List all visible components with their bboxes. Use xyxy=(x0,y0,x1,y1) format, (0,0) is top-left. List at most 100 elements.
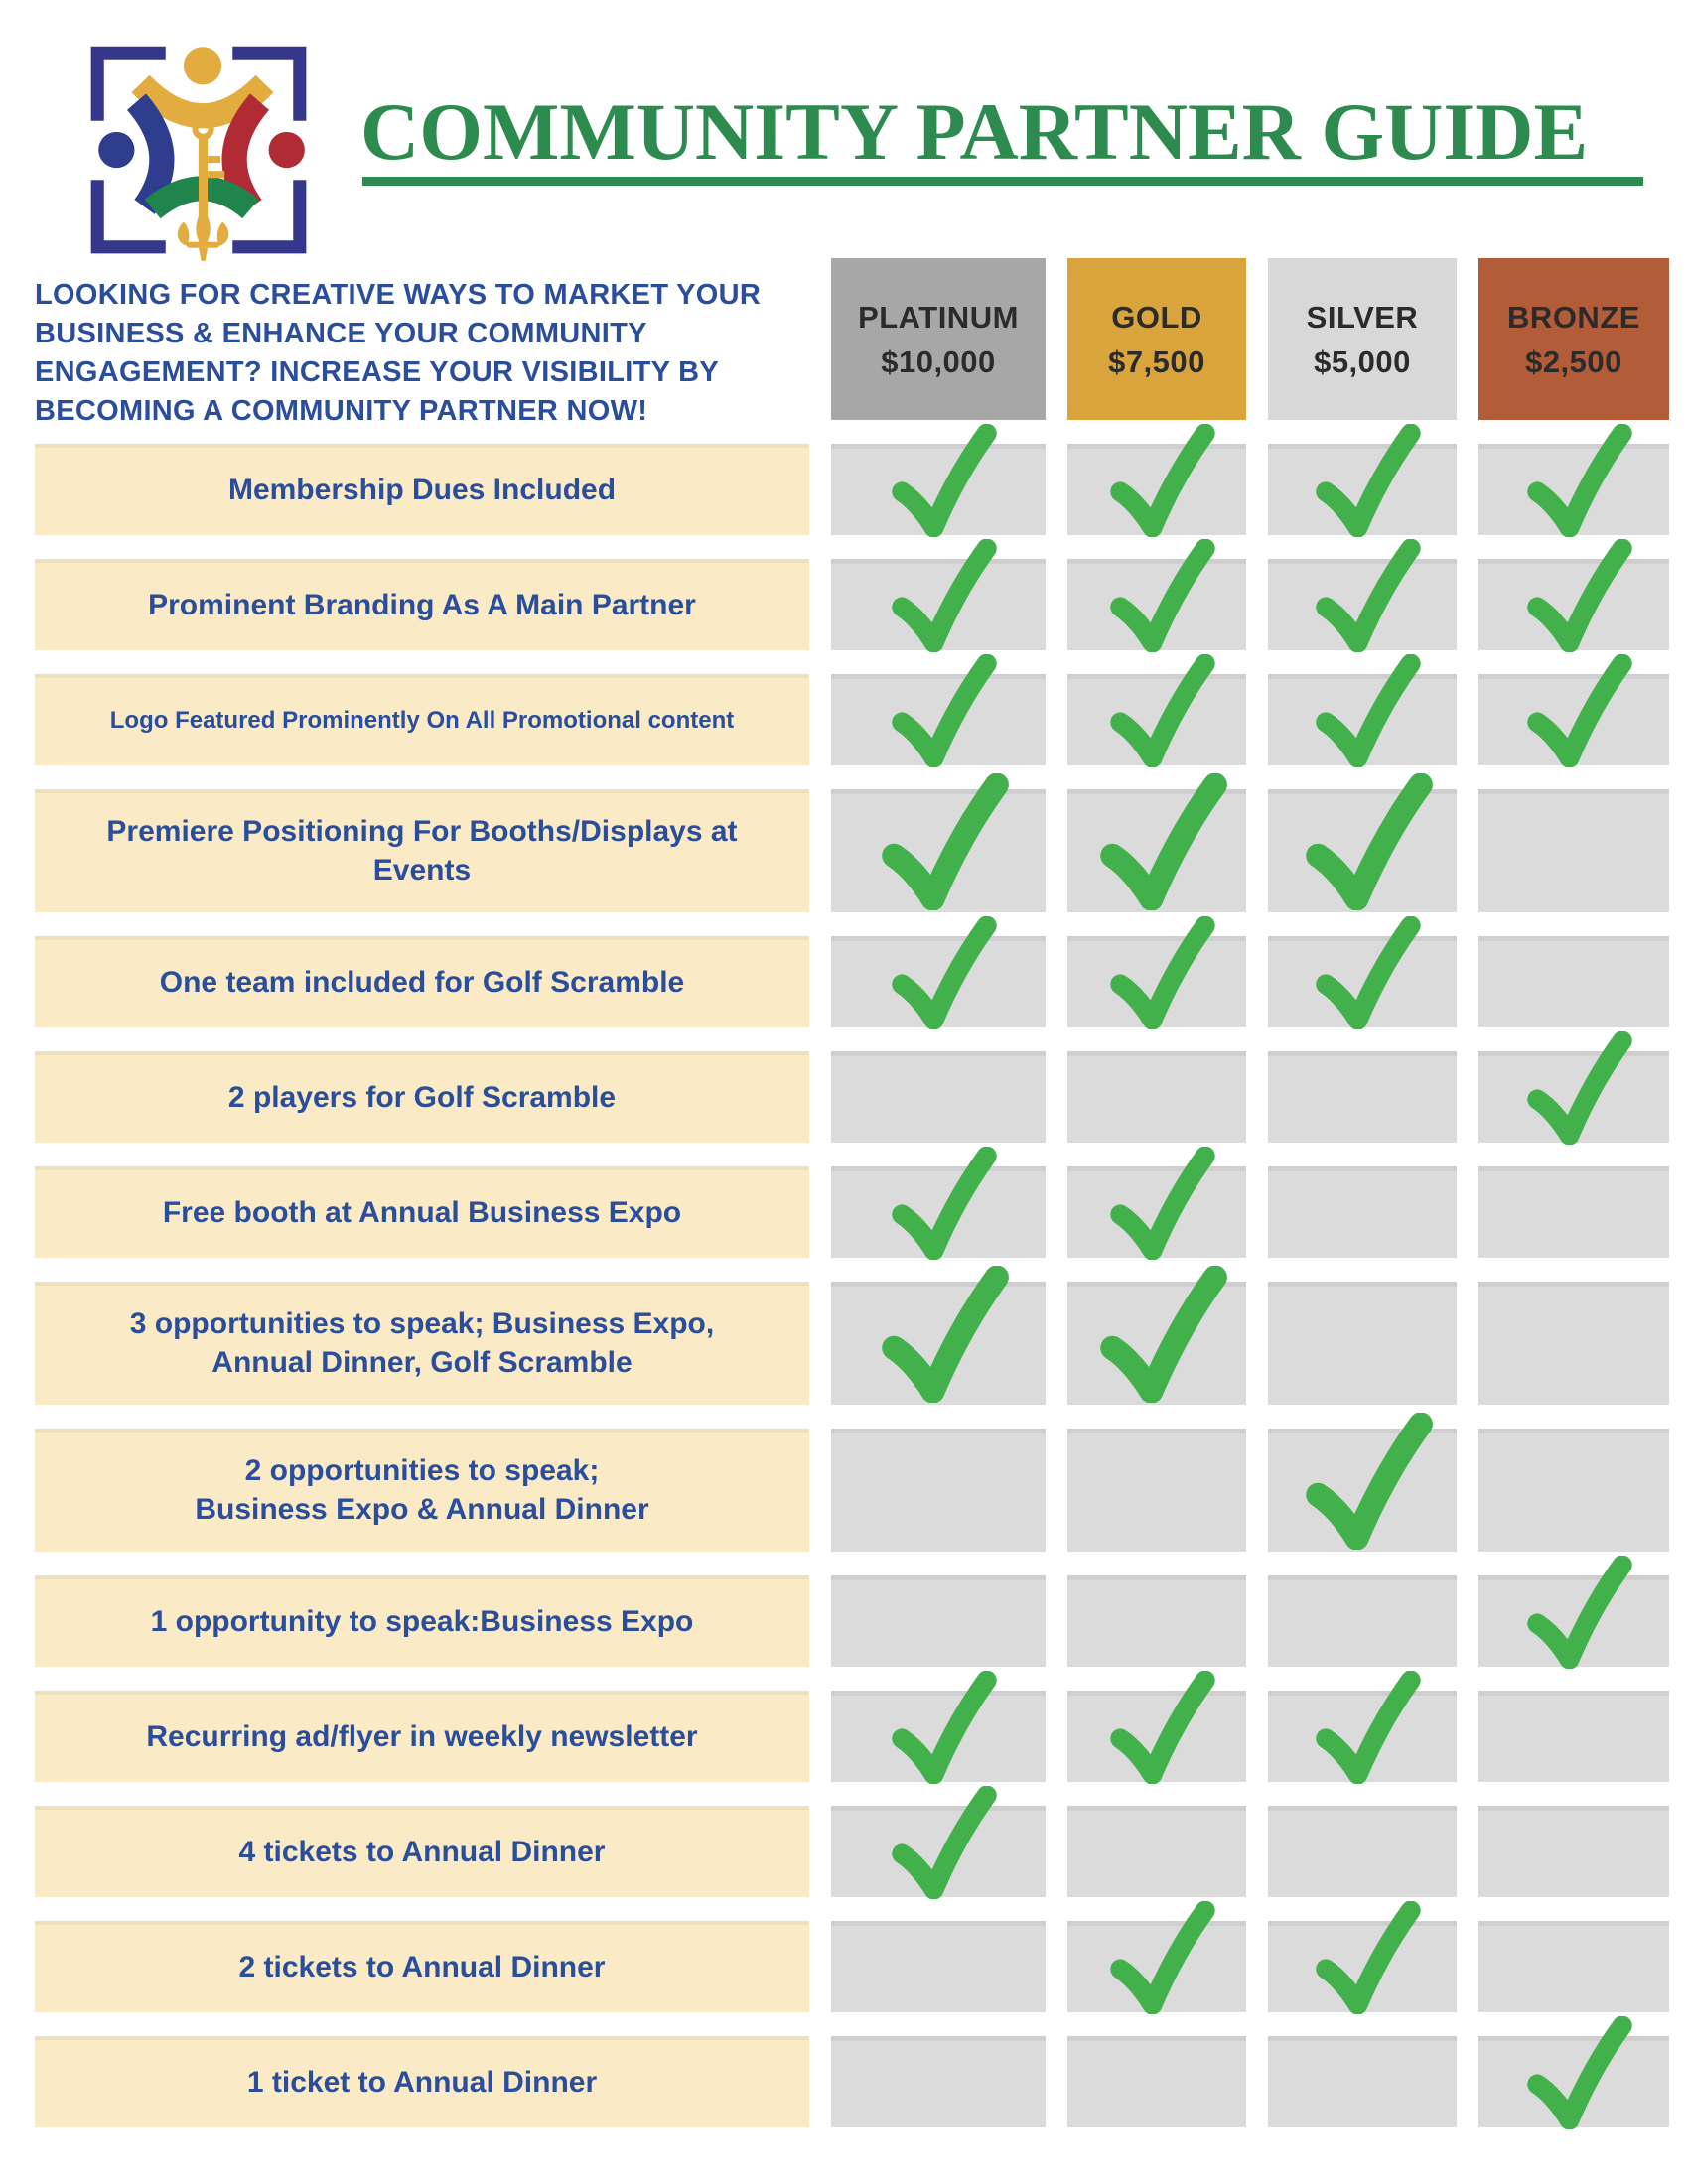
tier-cell-gold xyxy=(1067,1147,1246,1260)
benefit-label: 1 ticket to Annual Dinner xyxy=(35,2036,809,2127)
tier-cell-silver xyxy=(1268,1901,1457,2014)
tier-cell-platinum xyxy=(831,1429,1046,1552)
tier-header-bronze: BRONZE $2,500 xyxy=(1478,258,1669,420)
benefit-label-line1: 4 tickets to Annual Dinner xyxy=(238,1835,606,1868)
tier-cell-silver xyxy=(1268,1671,1457,1784)
benefit-label-line1: Free booth at Annual Business Expo xyxy=(162,1195,682,1229)
tier-cell-gold xyxy=(1067,1671,1246,1784)
benefit-label: Prominent Branding As A Main Partner xyxy=(35,559,809,650)
tier-cell-silver xyxy=(1268,916,1457,1029)
tier-price: $2,500 xyxy=(1525,343,1622,379)
check-icon xyxy=(1527,1556,1632,1669)
benefit-label-line1: 2 tickets to Annual Dinner xyxy=(238,1950,606,1983)
tier-cell-bronze xyxy=(1478,936,1669,1027)
tier-cell-silver xyxy=(1268,1166,1457,1258)
tier-cell-platinum xyxy=(831,1266,1046,1405)
tier-cell-silver xyxy=(1268,424,1457,537)
benefit-label-line1: Membership Dues Included xyxy=(227,473,617,506)
check-icon xyxy=(1316,916,1421,1029)
check-icon xyxy=(1316,539,1421,652)
benefit-label: 4 tickets to Annual Dinner xyxy=(35,1806,809,1897)
tier-cell-platinum xyxy=(831,773,1046,912)
benefit-label: Membership Dues Included xyxy=(35,444,809,535)
intro-text: LOOKING FOR CREATIVE WAYS TO MARKET YOUR… xyxy=(35,276,819,431)
benefit-label: 2 opportunities to speak; Business Expo … xyxy=(35,1429,809,1552)
community-people-key-logo-icon xyxy=(90,46,307,261)
tier-cell-gold xyxy=(1067,654,1246,767)
check-icon xyxy=(1527,2016,1632,2129)
benefit-row: Premiere Positioning For Booths/Displays… xyxy=(35,773,1675,912)
check-icon xyxy=(1110,654,1215,767)
intro-line: ENGAGEMENT? INCREASE YOUR VISIBILITY BY xyxy=(35,356,719,388)
tier-cell-gold xyxy=(1067,1429,1246,1552)
tier-cell-gold xyxy=(1067,424,1246,537)
check-icon xyxy=(892,539,997,652)
tier-cell-gold xyxy=(1067,1901,1246,2014)
benefit-label-line1: 3 opportunities to speak; Business Expo, xyxy=(129,1307,715,1340)
tier-cell-platinum xyxy=(831,1671,1046,1784)
check-icon xyxy=(892,1671,997,1784)
check-icon xyxy=(1316,654,1421,767)
tier-cell-bronze xyxy=(1478,1921,1669,2012)
tier-cell-bronze xyxy=(1478,1429,1669,1552)
benefit-label-line1: One team included for Golf Scramble xyxy=(159,965,685,999)
benefit-row: 2 tickets to Annual Dinner xyxy=(35,1901,1675,2014)
benefit-row: Membership Dues Included xyxy=(35,424,1675,537)
page-title: COMMUNITY PARTNER GUIDE xyxy=(360,86,1589,177)
tier-cell-gold xyxy=(1067,1051,1246,1143)
intro-line: BECOMING A COMMUNITY PARTNER NOW! xyxy=(35,395,648,427)
benefit-row: One team included for Golf Scramble xyxy=(35,916,1675,1029)
check-icon xyxy=(892,424,997,537)
check-icon xyxy=(1110,1901,1215,2014)
check-icon xyxy=(1527,1031,1632,1145)
check-icon xyxy=(882,773,1009,910)
check-icon xyxy=(1110,1147,1215,1260)
tier-name: BRONZE xyxy=(1507,299,1640,335)
benefit-label: Free booth at Annual Business Expo xyxy=(35,1166,809,1258)
check-icon xyxy=(892,1786,997,1899)
check-icon xyxy=(1306,773,1433,910)
benefit-row: Prominent Branding As A Main Partner xyxy=(35,539,1675,652)
tier-cell-silver xyxy=(1268,773,1457,912)
benefit-label: Logo Featured Prominently On All Promoti… xyxy=(35,674,809,765)
tier-cell-platinum xyxy=(831,2036,1046,2127)
check-icon xyxy=(892,654,997,767)
tier-cell-bronze xyxy=(1478,1031,1669,1145)
benefit-row: Free booth at Annual Business Expo xyxy=(35,1147,1675,1260)
tier-cell-silver xyxy=(1268,1413,1457,1552)
benefit-row: 2 opportunities to speak; Business Expo … xyxy=(35,1413,1675,1552)
tier-cell-bronze xyxy=(1478,424,1669,537)
tier-price: $7,500 xyxy=(1108,343,1205,379)
tier-cell-bronze xyxy=(1478,789,1669,912)
tier-cell-gold xyxy=(1067,539,1246,652)
tier-cell-gold xyxy=(1067,2036,1246,2127)
tier-price: $10,000 xyxy=(881,343,996,379)
check-icon xyxy=(892,1147,997,1260)
check-icon xyxy=(1316,1671,1421,1784)
benefit-row: 4 tickets to Annual Dinner xyxy=(35,1786,1675,1899)
tier-cell-bronze xyxy=(1478,1282,1669,1405)
benefit-label: Recurring ad/flyer in weekly newsletter xyxy=(35,1691,809,1782)
intro-line: BUSINESS & ENHANCE YOUR COMMUNITY xyxy=(35,318,647,349)
tier-cell-bronze xyxy=(1478,539,1669,652)
benefit-label-line1: Prominent Branding As A Main Partner xyxy=(148,588,696,621)
tier-cell-gold xyxy=(1067,916,1246,1029)
tier-cell-bronze xyxy=(1478,654,1669,767)
check-icon xyxy=(1527,539,1632,652)
tier-cell-platinum xyxy=(831,1575,1046,1667)
check-icon xyxy=(1110,1671,1215,1784)
logo-blue-head xyxy=(98,131,135,169)
check-icon xyxy=(1527,654,1632,767)
benefit-label-line1: 1 ticket to Annual Dinner xyxy=(246,2065,598,2099)
tier-cell-silver xyxy=(1268,1575,1457,1667)
benefit-label-line1: 2 players for Golf Scramble xyxy=(227,1080,617,1114)
logo-people-arcs xyxy=(126,74,274,219)
benefit-label: 2 tickets to Annual Dinner xyxy=(35,1921,809,2012)
tier-name: GOLD xyxy=(1111,299,1202,335)
tier-cell-silver xyxy=(1268,654,1457,767)
tier-cell-platinum xyxy=(831,1786,1046,1899)
check-icon xyxy=(1110,916,1215,1029)
benefit-label: Premiere Positioning For Booths/Displays… xyxy=(35,789,809,912)
check-icon xyxy=(1527,424,1632,537)
